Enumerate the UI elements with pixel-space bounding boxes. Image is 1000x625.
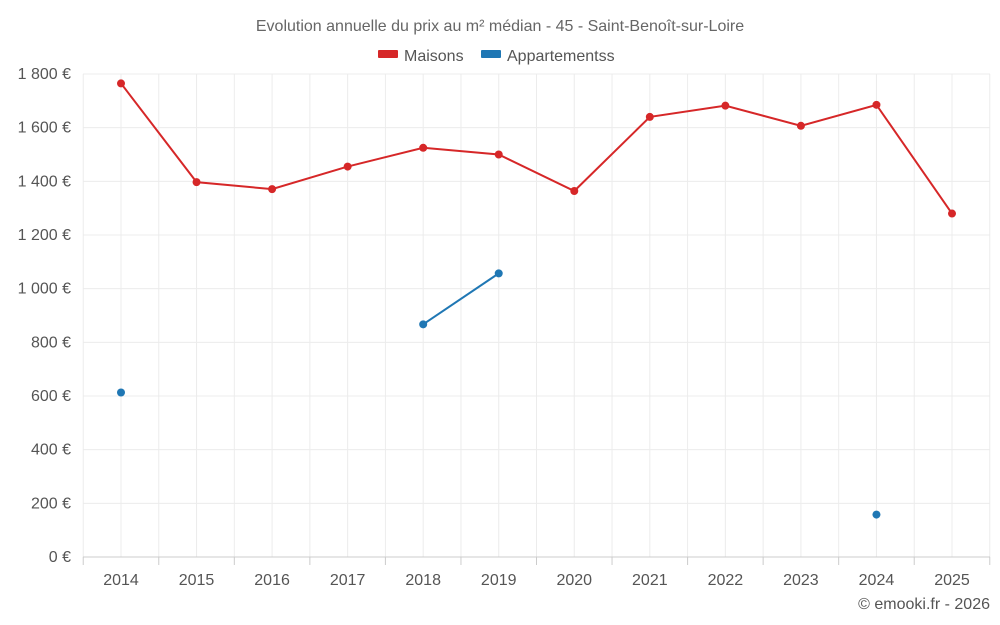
- series-0: [117, 79, 956, 218]
- legend-swatch-appartements: [481, 50, 501, 58]
- series: [117, 79, 956, 519]
- chart-title: Evolution annuelle du prix au m² médian …: [256, 18, 744, 35]
- data-point-2022[interactable]: [721, 101, 730, 110]
- x-tick-label: 2025: [934, 572, 970, 589]
- legend: Maisons Appartementss: [378, 48, 615, 65]
- x-tick-label: 2016: [254, 572, 290, 589]
- x-tick-label: 2024: [859, 572, 895, 589]
- y-tick-label: 1 000 €: [18, 281, 71, 298]
- x-tick-label: 2015: [179, 572, 215, 589]
- legend-label-appartements: Appartementss: [507, 48, 615, 65]
- series-line: [422, 272, 500, 326]
- y-tick-label: 0 €: [49, 549, 71, 566]
- x-tick-label: 2023: [783, 572, 819, 589]
- data-point-2018[interactable]: [419, 143, 428, 152]
- legend-label-maisons: Maisons: [404, 48, 464, 65]
- data-point-2019[interactable]: [494, 269, 503, 278]
- data-point-2014[interactable]: [117, 388, 125, 397]
- data-point-2017[interactable]: [343, 162, 352, 171]
- series-line: [120, 82, 953, 215]
- x-tick-label: 2021: [632, 572, 668, 589]
- x-axis: 2014 2015 2016 2017 2018 2019 2020 2021 2022 2023…: [82, 556, 991, 589]
- data-point-2016[interactable]: [268, 185, 277, 194]
- x-tick-label: 2018: [405, 572, 441, 589]
- legend-swatch-maisons: [378, 50, 398, 58]
- y-tick-label: 1 600 €: [18, 120, 71, 137]
- y-tick-label: 200 €: [31, 495, 71, 512]
- data-point-2024[interactable]: [872, 100, 881, 109]
- grid: [82, 73, 991, 557]
- y-tick-label: 400 €: [31, 442, 71, 459]
- data-point-2025[interactable]: [948, 209, 956, 218]
- x-tick-label: 2022: [708, 572, 744, 589]
- data-point-2019[interactable]: [494, 150, 503, 159]
- legend-item-appartements[interactable]: Appartementss: [481, 48, 615, 65]
- x-tick-label: 2017: [330, 572, 366, 589]
- data-point-2018[interactable]: [419, 320, 428, 329]
- data-point-2023[interactable]: [796, 121, 805, 130]
- y-tick-label: 800 €: [31, 334, 71, 351]
- credit-text: © emooki.fr - 2026: [858, 596, 990, 613]
- legend-item-maisons[interactable]: Maisons: [378, 48, 464, 65]
- data-point-2024[interactable]: [872, 510, 881, 519]
- series-1: [117, 269, 881, 519]
- data-point-2020[interactable]: [570, 186, 579, 195]
- data-point-2014[interactable]: [117, 79, 125, 88]
- data-point-2021[interactable]: [645, 112, 654, 121]
- x-tick-label: 2019: [481, 572, 517, 589]
- y-tick-label: 1 800 €: [18, 66, 71, 83]
- x-tick-label: 2020: [556, 572, 592, 589]
- y-axis: 0 € 200 € 400 € 600 € 800 € 1 000 € 1 200 € 1 4…: [18, 66, 71, 566]
- y-tick-label: 1 400 €: [18, 173, 71, 190]
- x-tick-label: 2014: [103, 572, 139, 589]
- data-point-2015[interactable]: [192, 178, 201, 187]
- y-tick-label: 600 €: [31, 388, 71, 405]
- y-tick-label: 1 200 €: [18, 227, 71, 244]
